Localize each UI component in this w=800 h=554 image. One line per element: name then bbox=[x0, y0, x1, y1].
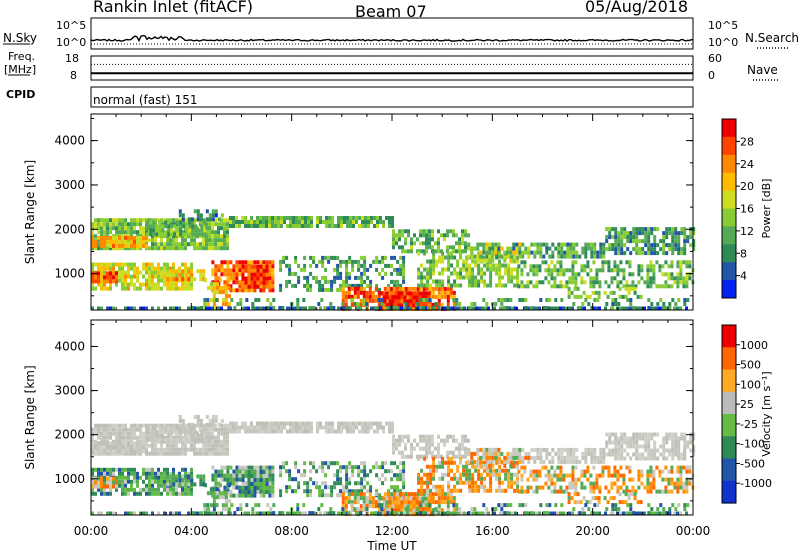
xtick-label-5: 20:00 bbox=[575, 524, 610, 538]
xaxis-label: Time UT bbox=[366, 539, 417, 553]
cpid-frame bbox=[90, 86, 694, 108]
power-colorbar-swatch bbox=[722, 280, 736, 299]
xtick-label-2: 08:00 bbox=[274, 524, 309, 538]
xtick-label-4: 16:00 bbox=[475, 524, 510, 538]
velocity-ytick-label-1: 3000 bbox=[54, 384, 85, 398]
nsky-trace bbox=[90, 34, 694, 43]
velocity-colorbar-swatch bbox=[722, 369, 736, 393]
velocity-colorbar-swatch bbox=[722, 325, 736, 348]
velocity-colorbar-label-6: -500 bbox=[740, 457, 765, 470]
power-colorbar-label-6: 4 bbox=[740, 270, 747, 283]
freq-ytop: 18 bbox=[65, 52, 79, 65]
nsky-frame bbox=[90, 17, 694, 50]
power-colorbar-swatch bbox=[722, 208, 736, 227]
velocity-colorbar-swatch bbox=[722, 480, 736, 504]
power-colorbar-label-3: 16 bbox=[740, 203, 754, 216]
nave-ybottom: 0 bbox=[708, 69, 715, 82]
nsky-ybottom: 10^0 bbox=[56, 36, 87, 49]
freq-frame bbox=[90, 55, 694, 81]
velocity-colorbar-frame bbox=[721, 324, 737, 504]
power-colorbar-swatch bbox=[722, 172, 736, 192]
power-ylabel: Slant Range [km] bbox=[23, 160, 37, 264]
cpid-mode: normal (fast) 151 bbox=[93, 93, 198, 107]
xtick-label-6: 00:00 bbox=[676, 524, 711, 538]
beam-title: Beam 07 bbox=[355, 2, 427, 21]
power-colorbar-title: Power [dB] bbox=[760, 179, 773, 239]
nsky-ytop: 10^5 bbox=[56, 19, 87, 32]
nsearch-ybottom: 10^0 bbox=[708, 36, 739, 49]
freq-label: Freq. bbox=[8, 50, 36, 63]
power-colorbar-label-4: 12 bbox=[740, 225, 754, 238]
nave-ytop: 60 bbox=[708, 52, 722, 65]
power-colorbar-swatch bbox=[722, 226, 736, 245]
velocity-colorbar-swatch bbox=[722, 414, 736, 437]
power-colorbar-label-2: 20 bbox=[740, 180, 754, 193]
velocity-colorbar-label-1: 500 bbox=[740, 359, 761, 372]
nsearch-label: N.Search bbox=[745, 31, 800, 45]
cpid-label: CPID bbox=[6, 88, 36, 101]
power-colorbar-swatch bbox=[722, 262, 736, 281]
xtick-label-3: 12:00 bbox=[375, 524, 410, 538]
xtick-label-1: 04:00 bbox=[174, 524, 209, 538]
power-colorbar-swatch bbox=[722, 190, 736, 209]
power-colorbar-swatch bbox=[722, 119, 736, 138]
velocity-ylabel: Slant Range [km] bbox=[23, 365, 37, 469]
freq-unit-label: [MHz] bbox=[4, 63, 37, 76]
power-colorbar-label-5: 8 bbox=[740, 247, 747, 260]
velocity-colorbar-swatch bbox=[722, 436, 736, 460]
velocity-colorbar-label-4: -25 bbox=[740, 418, 758, 431]
power-ytick-label-2: 2000 bbox=[54, 222, 85, 236]
power-ytick-label-0: 4000 bbox=[54, 134, 85, 148]
velocity-colorbar-label-3: 25 bbox=[740, 398, 754, 411]
velocity-colorbar-label-2: 100 bbox=[740, 378, 761, 391]
power-colorbar-swatch bbox=[722, 154, 736, 174]
velocity-colorbar-swatch bbox=[722, 347, 736, 371]
freq-ybottom: 8 bbox=[70, 69, 77, 82]
power-colorbar-swatch bbox=[722, 136, 736, 156]
velocity-colorbar-swatch bbox=[722, 458, 736, 482]
date-title: 05/Aug/2018 bbox=[585, 0, 689, 16]
velocity-ytick-label-2: 2000 bbox=[54, 428, 85, 442]
xtick-label-0: 00:00 bbox=[74, 524, 109, 538]
station-title: Rankin Inlet (fitACF) bbox=[93, 0, 254, 16]
nsearch-ytop: 10^5 bbox=[708, 19, 739, 32]
power-colorbar-label-0: 28 bbox=[740, 135, 754, 148]
velocity-colorbar-label-0: 1000 bbox=[740, 339, 768, 352]
velocity-ytick-label-3: 1000 bbox=[54, 472, 85, 486]
velocity-colorbar-title: Velocity [m s⁻¹] bbox=[760, 371, 773, 456]
power-ytick-label-3: 1000 bbox=[54, 267, 85, 281]
velocity-colorbar-label-7: -1000 bbox=[740, 477, 772, 490]
power-ytick-label-1: 3000 bbox=[54, 178, 85, 192]
velocity-ytick-label-0: 4000 bbox=[54, 339, 85, 353]
nave-label: Nave bbox=[747, 63, 778, 77]
power-colorbar-label-1: 24 bbox=[740, 158, 754, 171]
velocity-colorbar-label-5: -100 bbox=[740, 438, 765, 451]
nsky-label: N.Sky bbox=[3, 31, 38, 45]
power-colorbar-swatch bbox=[722, 244, 736, 263]
velocity-colorbar-swatch bbox=[722, 391, 736, 415]
power-scatter bbox=[91, 209, 696, 311]
